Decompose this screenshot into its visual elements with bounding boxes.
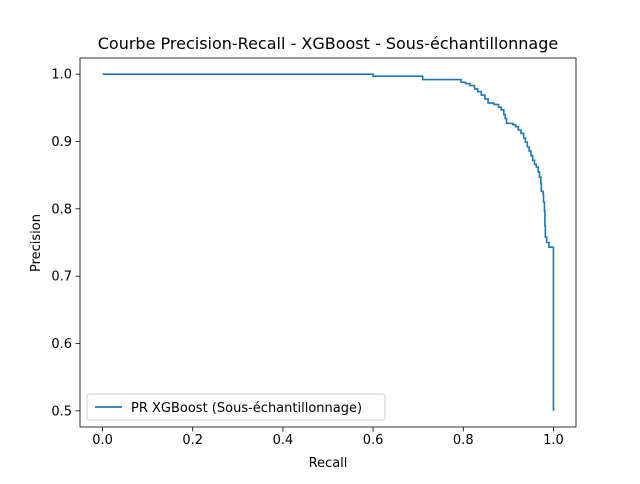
x-axis-ticks: 0.0 0.2 0.4 0.6 0.8 1.0 <box>92 427 564 448</box>
y-tick-label: 1.0 <box>51 68 72 83</box>
plot-border <box>79 57 577 428</box>
chart-title: Courbe Precision-Recall - XGBoost - Sous… <box>98 34 558 53</box>
y-tick-label: 0.6 <box>51 337 72 352</box>
x-axis-label: Recall <box>309 456 348 471</box>
pr-curve-line <box>102 73 555 411</box>
y-tick-label: 0.8 <box>51 202 72 217</box>
plot-area <box>80 58 576 427</box>
x-tick-label: 0.4 <box>273 433 294 448</box>
y-tick-label: 0.7 <box>51 270 72 285</box>
series-layer <box>102 73 555 411</box>
x-tick-label: 0.8 <box>453 433 474 448</box>
x-tick-label: 1.0 <box>543 433 564 448</box>
legend-box <box>86 393 386 421</box>
y-tick-label: 0.9 <box>51 135 72 150</box>
x-tick-label: 0.0 <box>92 433 113 448</box>
y-axis-label: Precision <box>29 214 44 272</box>
x-tick-label: 0.6 <box>363 433 384 448</box>
y-tick-label: 0.5 <box>51 404 72 419</box>
y-axis-ticks: 0.5 0.6 0.7 0.8 0.9 1.0 <box>51 68 80 419</box>
legend: PR XGBoost (Sous-échantillonnage) <box>86 393 386 421</box>
x-tick-label: 0.2 <box>182 433 203 448</box>
legend-label: PR XGBoost (Sous-échantillonnage) <box>131 401 362 416</box>
